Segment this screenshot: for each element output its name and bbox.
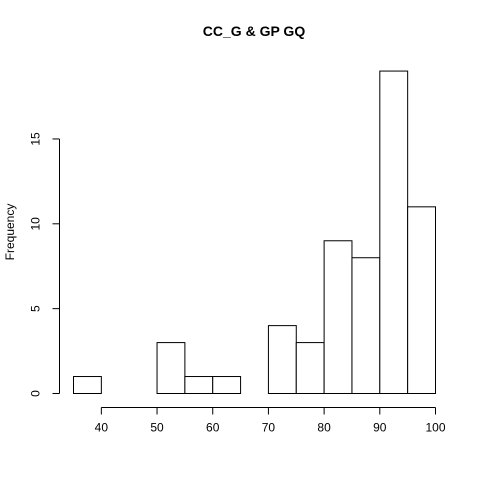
x-tick-label: 60 — [206, 421, 220, 435]
histogram-bar — [184, 376, 214, 394]
y-axis: 0 5 10 15 — [29, 132, 60, 397]
x-tick-label: 40 — [95, 421, 109, 435]
x-axis: 40 50 60 70 80 90 100 — [95, 407, 446, 435]
chart-title: CC_G & GP GQ — [203, 23, 306, 39]
histogram-bar — [323, 240, 353, 394]
x-tick-label: 80 — [317, 421, 331, 435]
histogram-bar — [379, 70, 409, 394]
histogram-bar — [351, 257, 381, 394]
histogram-bar — [407, 206, 436, 394]
y-tick-label: 15 — [29, 132, 43, 146]
histogram-bars — [73, 70, 436, 394]
histogram-bar — [295, 342, 325, 394]
x-tick-label: 70 — [262, 421, 276, 435]
y-tick-label: 5 — [29, 305, 43, 312]
x-tick-label: 90 — [373, 421, 387, 435]
histogram-bar — [73, 376, 102, 394]
histogram-bar — [156, 342, 186, 394]
x-tick-label: 50 — [150, 421, 164, 435]
y-tick-label: 0 — [29, 390, 43, 397]
y-tick-label: 10 — [29, 217, 43, 231]
histogram-bar — [267, 325, 297, 394]
histogram-bar — [212, 376, 242, 394]
x-tick-label: 100 — [425, 421, 445, 435]
y-axis-label: Frequency — [3, 204, 17, 261]
